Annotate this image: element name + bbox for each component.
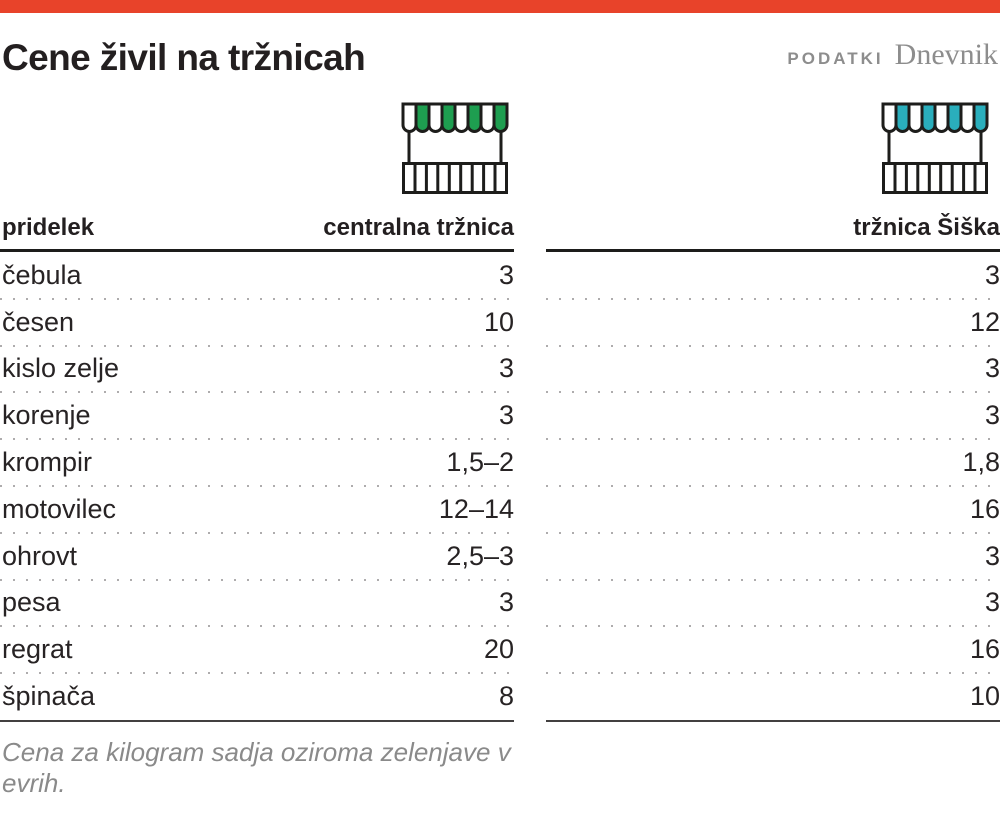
table-row: 12 — [546, 299, 1000, 347]
table-header: pridelek centralna tržnica — [0, 195, 514, 252]
footnote: Cena za kilogram sadja oziroma zelenjave… — [2, 736, 511, 798]
row-value: 20 — [483, 634, 514, 665]
masthead-bar — [0, 0, 1000, 13]
column-header-product: pridelek — [2, 214, 95, 241]
header: Cene živil na tržnicah PODATKI Dnevnik — [0, 13, 1000, 76]
row-value: 10 — [483, 306, 514, 337]
row-value: 3 — [984, 540, 1000, 571]
row-value: 3 — [984, 259, 1000, 290]
row-label: motovilec — [2, 493, 117, 524]
table-row: 3 — [546, 346, 1000, 394]
row-label: ohrovt — [2, 540, 78, 571]
table-row: 3 — [546, 580, 1000, 628]
table-row: pesa 3 — [0, 580, 514, 628]
row-value: 16 — [969, 493, 1000, 524]
table-row: 10 — [546, 673, 1000, 720]
row-value: 3 — [498, 400, 514, 431]
row-label: korenje — [2, 400, 91, 431]
table-row: korenje 3 — [0, 392, 514, 440]
row-label: pesa — [2, 587, 61, 618]
market-stall-icon — [400, 102, 510, 195]
row-value: 8 — [498, 681, 514, 712]
row-value: 12 — [969, 306, 1000, 337]
table-row: čebula 3 — [0, 252, 514, 300]
table-row: česen 10 — [0, 299, 514, 347]
table-row: 3 — [546, 392, 1000, 440]
table-row: špinača 8 — [0, 673, 514, 720]
row-label: česen — [2, 306, 75, 337]
table-row: krompir 1,5–2 — [0, 439, 514, 487]
row-label: krompir — [2, 447, 93, 478]
row-value: 3 — [984, 587, 1000, 618]
table-row: 16 — [546, 626, 1000, 674]
table-row: 16 — [546, 486, 1000, 534]
row-value: 3 — [984, 353, 1000, 384]
table-row: 1,8 — [546, 439, 1000, 487]
page-title: Cene živil na tržnicah — [2, 37, 366, 78]
row-value: 2,5–3 — [446, 540, 514, 571]
table-row: kislo zelje 3 — [0, 346, 514, 394]
market-columns: pridelek centralna tržnica čebula 3 čese… — [0, 102, 1000, 799]
icon-row — [546, 102, 1000, 195]
row-value: 3 — [498, 587, 514, 618]
table-header: tržnica Šiška — [546, 195, 1000, 252]
row-value: 1,8 — [962, 447, 1000, 478]
row-value: 12–14 — [438, 493, 514, 524]
brand-kicker: PODATKI — [787, 49, 884, 68]
row-label: regrat — [2, 634, 73, 665]
table-row: 3 — [546, 252, 1000, 300]
column-header-market: tržnica Šiška — [853, 214, 1000, 241]
row-value: 1,5–2 — [446, 447, 514, 478]
row-value: 10 — [969, 681, 1000, 712]
row-value: 3 — [984, 400, 1000, 431]
table-row: ohrovt 2,5–3 — [0, 533, 514, 581]
row-value: 16 — [969, 634, 1000, 665]
icon-row — [0, 102, 514, 195]
market-stall-icon — [880, 102, 990, 195]
price-table-siska: 3 12 3 3 1,8 16 3 3 16 — [546, 252, 1000, 722]
row-label: kislo zelje — [2, 353, 120, 384]
row-label: čebula — [2, 259, 82, 290]
column-centralna-trznica: pridelek centralna tržnica čebula 3 čese… — [0, 102, 514, 799]
row-value: 3 — [498, 353, 514, 384]
row-label: špinača — [2, 681, 96, 712]
table-row: 3 — [546, 533, 1000, 581]
column-header-market: centralna tržnica — [323, 214, 514, 241]
row-value: 3 — [498, 259, 514, 290]
column-trznica-siska: tržnica Šiška 3 12 3 3 1,8 16 3 — [546, 102, 1000, 799]
table-row: motovilec 12–14 — [0, 486, 514, 534]
table-row: regrat 20 — [0, 626, 514, 674]
brand-logo: Dnevnik — [894, 38, 998, 71]
price-table-centralna: čebula 3 česen 10 kislo zelje 3 korenje … — [0, 252, 514, 722]
brand: PODATKI Dnevnik — [787, 38, 998, 76]
